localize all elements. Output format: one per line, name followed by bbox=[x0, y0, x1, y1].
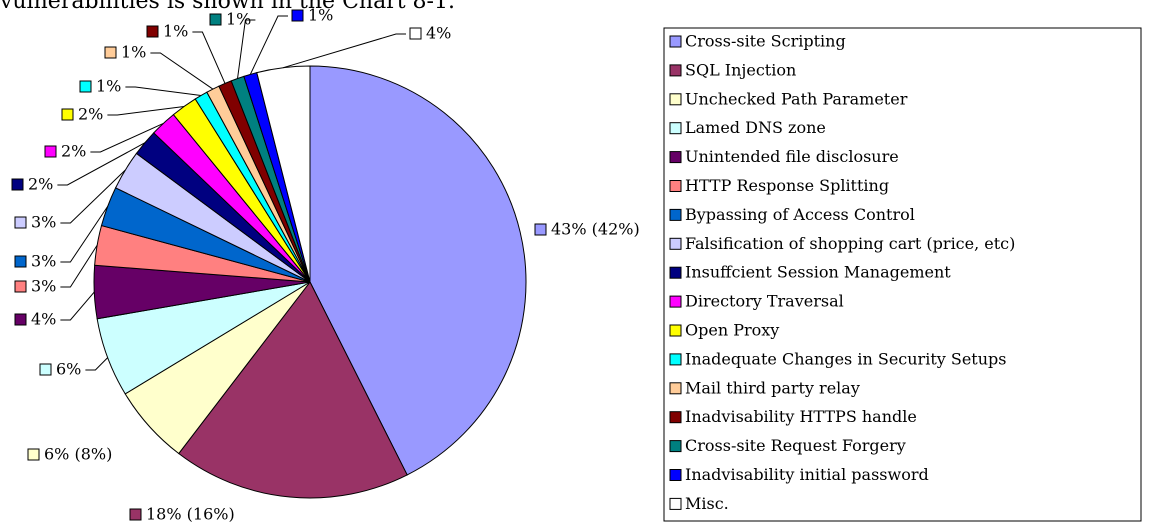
legend-swatch bbox=[669, 382, 682, 395]
label-swatch bbox=[14, 313, 27, 326]
legend-swatch bbox=[669, 295, 682, 308]
slice-label: 3% bbox=[31, 252, 56, 271]
legend-swatch bbox=[669, 440, 682, 453]
slice-label: 1% bbox=[163, 22, 188, 41]
leader-line bbox=[107, 105, 185, 116]
heading: vulnerabilities is shown in the Chart 8-… bbox=[0, 0, 455, 14]
pie-slice bbox=[256, 65, 311, 283]
legend-swatch bbox=[669, 151, 682, 164]
label-swatch bbox=[129, 508, 142, 521]
slice-label: 1% bbox=[96, 77, 121, 96]
legend-frame bbox=[663, 27, 1142, 522]
legend-label: Bypassing of Access Control bbox=[685, 205, 915, 224]
legend-swatch bbox=[669, 93, 682, 106]
slice-label: 3% bbox=[31, 277, 56, 296]
legend-swatch bbox=[669, 35, 682, 48]
legend-swatch bbox=[669, 324, 682, 337]
leader-line bbox=[150, 52, 214, 90]
slice-label: 43% (42%) bbox=[551, 220, 640, 239]
label-swatch bbox=[409, 27, 422, 40]
legend-label: Cross-site Scripting bbox=[685, 32, 846, 51]
leader-line bbox=[125, 86, 202, 96]
pie-slice bbox=[178, 281, 408, 499]
legend-label: Insuffcient Session Management bbox=[685, 263, 951, 282]
leader-line bbox=[60, 206, 109, 263]
legend-swatch bbox=[669, 497, 682, 510]
legend-swatch bbox=[669, 180, 682, 192]
legend-label: Unchecked Path Parameter bbox=[685, 89, 908, 108]
label-swatch bbox=[209, 13, 222, 26]
legend-swatch bbox=[669, 469, 682, 481]
label-swatch bbox=[14, 255, 27, 268]
slice-label: 4% bbox=[31, 310, 56, 329]
legend-swatch bbox=[669, 64, 682, 77]
label-swatch bbox=[11, 178, 24, 191]
legend-swatch bbox=[669, 411, 682, 424]
leader-line bbox=[249, 15, 288, 75]
slice-label: 4% bbox=[426, 24, 451, 43]
leader-line bbox=[192, 31, 226, 84]
label-swatch bbox=[27, 448, 40, 461]
leader-line bbox=[283, 33, 406, 69]
legend-swatch bbox=[669, 122, 682, 135]
legend-swatch bbox=[669, 237, 682, 250]
leader-line bbox=[57, 142, 146, 186]
slice-label: 2% bbox=[28, 175, 53, 194]
label-swatch bbox=[79, 80, 92, 93]
legend-label: Unintended file disclosure bbox=[685, 147, 899, 166]
legend-label: Lamed DNS zone bbox=[685, 118, 826, 137]
legend-swatch bbox=[669, 353, 682, 366]
leader-line bbox=[85, 357, 109, 371]
legend-label: Inadequate Changes in Security Setups bbox=[685, 349, 1006, 368]
label-swatch bbox=[291, 9, 304, 22]
label-swatch bbox=[104, 46, 117, 59]
legend-label: Cross-site Request Forgery bbox=[685, 436, 906, 455]
legend-label: Open Proxy bbox=[685, 321, 779, 340]
slice-label: 2% bbox=[61, 142, 86, 161]
label-swatch bbox=[39, 363, 52, 376]
slice-label: 1% bbox=[121, 43, 146, 62]
slice-label: 1% bbox=[226, 10, 251, 29]
label-swatch bbox=[14, 280, 27, 293]
legend-label: Falsification of shopping cart (price, e… bbox=[685, 234, 1015, 253]
leader-line bbox=[60, 291, 95, 321]
slice-label: 2% bbox=[78, 105, 103, 124]
slice-label: 6% (8%) bbox=[44, 445, 112, 464]
legend-label: HTTP Response Splitting bbox=[685, 176, 889, 195]
label-swatch bbox=[44, 145, 57, 158]
label-swatch bbox=[146, 25, 159, 38]
legend-swatch bbox=[669, 208, 682, 221]
label-swatch bbox=[14, 216, 27, 229]
slice-label: 6% bbox=[56, 360, 81, 379]
legend-label: Misc. bbox=[685, 494, 729, 513]
leader-line bbox=[90, 122, 164, 153]
pie-slice bbox=[309, 65, 527, 476]
slice-label: 18% (16%) bbox=[146, 505, 235, 524]
leader-line bbox=[237, 19, 256, 79]
slice-label: 1% bbox=[308, 6, 333, 25]
legend-label: Inadvisability initial password bbox=[685, 465, 929, 484]
label-swatch bbox=[61, 108, 74, 121]
leader-line bbox=[60, 169, 126, 224]
legend-label: Directory Traversal bbox=[685, 292, 844, 311]
legend-label: SQL Injection bbox=[685, 60, 796, 79]
slice-label: 3% bbox=[31, 213, 56, 232]
legend-label: Inadvisability HTTPS handle bbox=[685, 407, 917, 426]
label-swatch bbox=[534, 223, 547, 236]
legend-swatch bbox=[669, 266, 682, 279]
leader-line bbox=[60, 244, 98, 288]
legend-label: Mail third party relay bbox=[685, 378, 860, 397]
